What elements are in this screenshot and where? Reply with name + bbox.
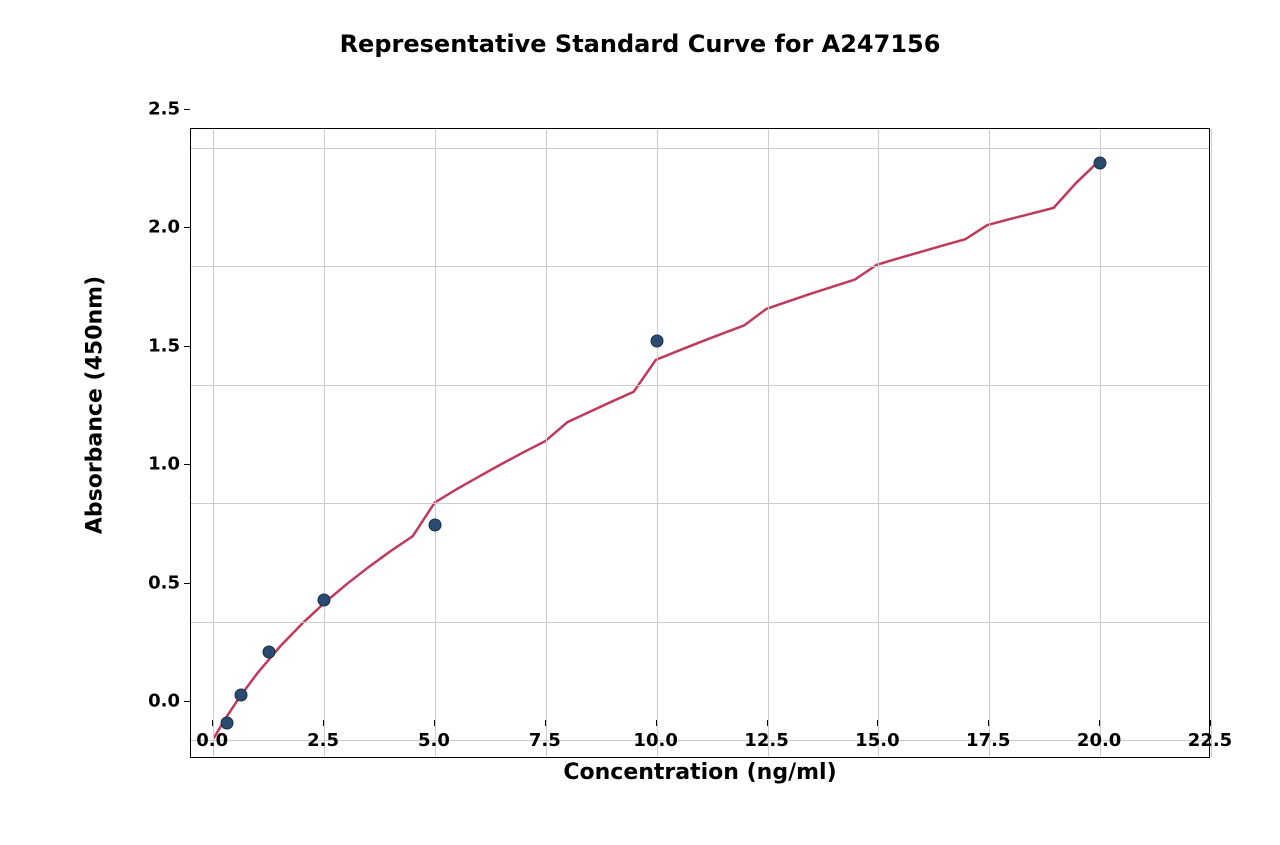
y-tick [184, 346, 190, 347]
grid-line-vertical [213, 129, 214, 757]
data-point [221, 717, 234, 730]
x-tick [212, 720, 213, 726]
data-point [234, 689, 247, 702]
y-tick-label: 0.0 [140, 691, 180, 712]
grid-line-vertical [546, 129, 547, 757]
x-tick-label: 10.0 [633, 730, 677, 751]
y-tick-label: 2.0 [140, 217, 180, 238]
grid-line-vertical [1211, 129, 1212, 757]
x-tick [545, 720, 546, 726]
grid-line-vertical [768, 129, 769, 757]
grid-line-vertical [1100, 129, 1101, 757]
y-tick [184, 227, 190, 228]
x-axis-label: Concentration (ng/ml) [563, 760, 836, 785]
grid-line-vertical [878, 129, 879, 757]
grid-line-horizontal [191, 740, 1209, 741]
data-point [318, 594, 331, 607]
x-tick-label: 22.5 [1188, 730, 1232, 751]
grid-line-horizontal [191, 148, 1209, 149]
y-tick [184, 464, 190, 465]
grid-line-horizontal [191, 503, 1209, 504]
y-tick [184, 701, 190, 702]
grid-line-horizontal [191, 385, 1209, 386]
chart-title: Representative Standard Curve for A24715… [50, 30, 1230, 58]
y-tick-label: 1.5 [140, 335, 180, 356]
x-tick [434, 720, 435, 726]
fitted-curve [191, 129, 1209, 757]
grid-line-vertical [324, 129, 325, 757]
grid-line-vertical [657, 129, 658, 757]
x-tick [988, 720, 989, 726]
x-tick-label: 0.0 [196, 730, 228, 751]
x-tick-label: 2.5 [307, 730, 339, 751]
grid-line-vertical [435, 129, 436, 757]
plot-area [190, 128, 1210, 758]
x-tick-label: 12.5 [744, 730, 788, 751]
x-tick [877, 720, 878, 726]
y-tick [184, 583, 190, 584]
chart-container: Representative Standard Curve for A24715… [50, 30, 1230, 815]
x-tick [1210, 720, 1211, 726]
y-tick-label: 2.5 [140, 98, 180, 119]
grid-line-horizontal [191, 266, 1209, 267]
x-tick [656, 720, 657, 726]
x-tick [767, 720, 768, 726]
x-tick [1099, 720, 1100, 726]
y-tick-label: 1.0 [140, 454, 180, 475]
grid-line-horizontal [191, 622, 1209, 623]
x-tick-label: 20.0 [1077, 730, 1121, 751]
x-tick-label: 7.5 [529, 730, 561, 751]
y-tick-label: 0.5 [140, 572, 180, 593]
y-tick [184, 109, 190, 110]
data-point [1094, 157, 1107, 170]
y-axis-label: Absorbance (450nm) [83, 276, 108, 534]
data-point [650, 334, 663, 347]
data-point [428, 518, 441, 531]
x-tick [323, 720, 324, 726]
data-point [262, 646, 275, 659]
x-tick-label: 15.0 [855, 730, 899, 751]
grid-line-vertical [989, 129, 990, 757]
x-tick-label: 5.0 [418, 730, 450, 751]
x-tick-label: 17.5 [966, 730, 1010, 751]
